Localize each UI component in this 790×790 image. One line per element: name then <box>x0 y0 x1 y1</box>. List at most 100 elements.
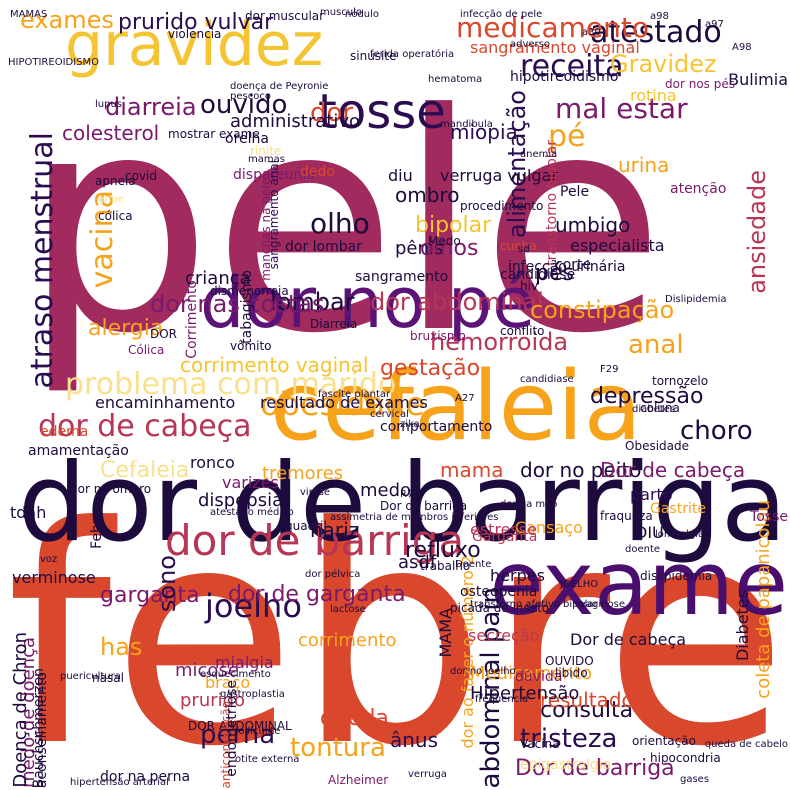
word-209: fascite plantar <box>318 389 391 400</box>
word-37: gestação <box>380 356 481 381</box>
word-143: libido <box>555 666 588 680</box>
word-190: lupus <box>95 99 123 110</box>
word-12: obesidade <box>260 385 426 423</box>
word-82: Dor de cabeça <box>570 630 687 649</box>
word-60: edema <box>40 424 89 440</box>
word-204: assimetria de membros inferiores <box>330 512 499 523</box>
word-221: mandibula <box>440 119 493 130</box>
word-191: musculo <box>320 7 363 18</box>
word-98: micose <box>175 660 239 681</box>
word-58: encaminhamento <box>95 393 236 412</box>
word-104: Tosse <box>750 509 788 525</box>
word-166: tornozelo <box>652 374 709 388</box>
word-87: varizes <box>222 473 279 492</box>
word-228: MAMAS <box>10 9 48 20</box>
word-63: ansiedade <box>743 170 771 294</box>
word-208: folliculite <box>235 726 281 737</box>
word-74: especialista <box>570 236 665 255</box>
word-179: dislipidemia <box>640 569 713 583</box>
word-196: R74 <box>400 489 420 500</box>
word-213: dor no joelho <box>450 666 516 677</box>
word-9: problema com marido <box>65 367 397 402</box>
word-205: transtorno afetivo bipolar <box>470 599 598 610</box>
word-140: fraqueza <box>600 509 653 523</box>
word-193: a97 <box>705 19 724 30</box>
word-36: hemorroida <box>430 328 569 356</box>
word-195: A98 <box>732 42 752 53</box>
word-79: Hipertensão <box>470 683 580 704</box>
word-42: dor no peito <box>520 458 642 482</box>
word-158: epigastralgia <box>520 757 612 773</box>
word-173: sinusite <box>350 49 397 63</box>
word-101: estresse <box>470 520 538 539</box>
word-44: Dor de cabeça <box>600 458 746 482</box>
word-225: anemia <box>520 149 558 160</box>
word-144: nasal <box>92 671 124 685</box>
word-182: queda de cabelo <box>704 739 788 750</box>
word-186: verruga <box>408 769 447 780</box>
word-8: dor de barriga <box>165 516 465 565</box>
word-145: puericultura <box>60 671 121 682</box>
word-7: gravidez <box>65 10 324 80</box>
word-102: MAMA <box>436 608 455 658</box>
word-1: pele <box>22 50 665 399</box>
word-223: candidiase <box>520 374 574 385</box>
word-40: pés <box>535 261 574 286</box>
word-218: diabetes <box>632 404 676 415</box>
word-180: dor na mão <box>500 499 558 510</box>
word-159: Alzheimer <box>328 773 389 787</box>
word-198: A27 <box>455 393 475 404</box>
word-203: doença de Peyronie <box>230 81 329 92</box>
word-94: parto <box>630 485 673 504</box>
word-100: asdf <box>398 552 437 573</box>
word-38: corrimento vaginal <box>180 353 369 377</box>
word-19: dor <box>310 98 354 128</box>
word-110: violencia <box>168 27 222 41</box>
word-215: vaginose <box>580 599 625 610</box>
word-57: ânus <box>390 728 439 752</box>
word-17: mal estar <box>555 92 688 125</box>
word-27: ombro <box>395 183 460 207</box>
word-201: HIPOTIREOIDISMO <box>8 57 100 68</box>
word-131: criança <box>185 268 251 289</box>
word-22: prurido vulvar <box>118 10 274 35</box>
word-41: mama <box>440 458 504 482</box>
word-122: Corrimento <box>184 280 200 359</box>
word-151: aconselhamento <box>34 671 50 788</box>
word-214: frequencia <box>475 694 529 705</box>
word-2: febre <box>6 463 788 790</box>
word-146: DOR ABDOMINAL <box>188 719 292 733</box>
word-171: DOR <box>150 327 178 341</box>
word-152: Febre <box>89 510 105 549</box>
word-109: hipotireoidismo <box>510 69 619 85</box>
word-95: mialgia <box>215 653 274 672</box>
word-33: dor abdominal <box>370 288 544 316</box>
word-90: medo <box>360 480 412 501</box>
word-3: dor de barriga <box>18 441 788 566</box>
word-108: sangramento vaginal <box>470 38 640 57</box>
word-96: prurido <box>180 690 246 711</box>
word-172: hiv <box>520 279 539 293</box>
word-141: JOELHO <box>560 579 599 590</box>
word-116: dedo <box>300 164 335 180</box>
word-127: covid <box>125 169 157 183</box>
word-167: bruxismo <box>410 329 466 343</box>
word-73: umbigo <box>555 213 631 237</box>
word-53: Dor de barriga <box>515 756 675 781</box>
word-132: cunha <box>500 239 537 253</box>
word-160: dor na perna <box>100 769 191 785</box>
word-48: garganta <box>100 583 200 608</box>
word-117: diu <box>388 166 413 185</box>
word-185: Vacina <box>520 737 560 751</box>
word-189: mamas <box>248 154 285 165</box>
word-120: manchas na pele <box>259 178 273 281</box>
word-199: F29 <box>600 364 619 375</box>
word-212: lactose <box>330 604 366 615</box>
word-219: Dislipidemia <box>665 294 727 305</box>
word-139: Obesidade <box>625 439 690 453</box>
word-67: coleta de papanicolau <box>753 500 774 699</box>
word-76: urina <box>618 153 670 177</box>
word-70: corrimento <box>298 630 397 651</box>
word-83: herpes <box>490 566 545 585</box>
